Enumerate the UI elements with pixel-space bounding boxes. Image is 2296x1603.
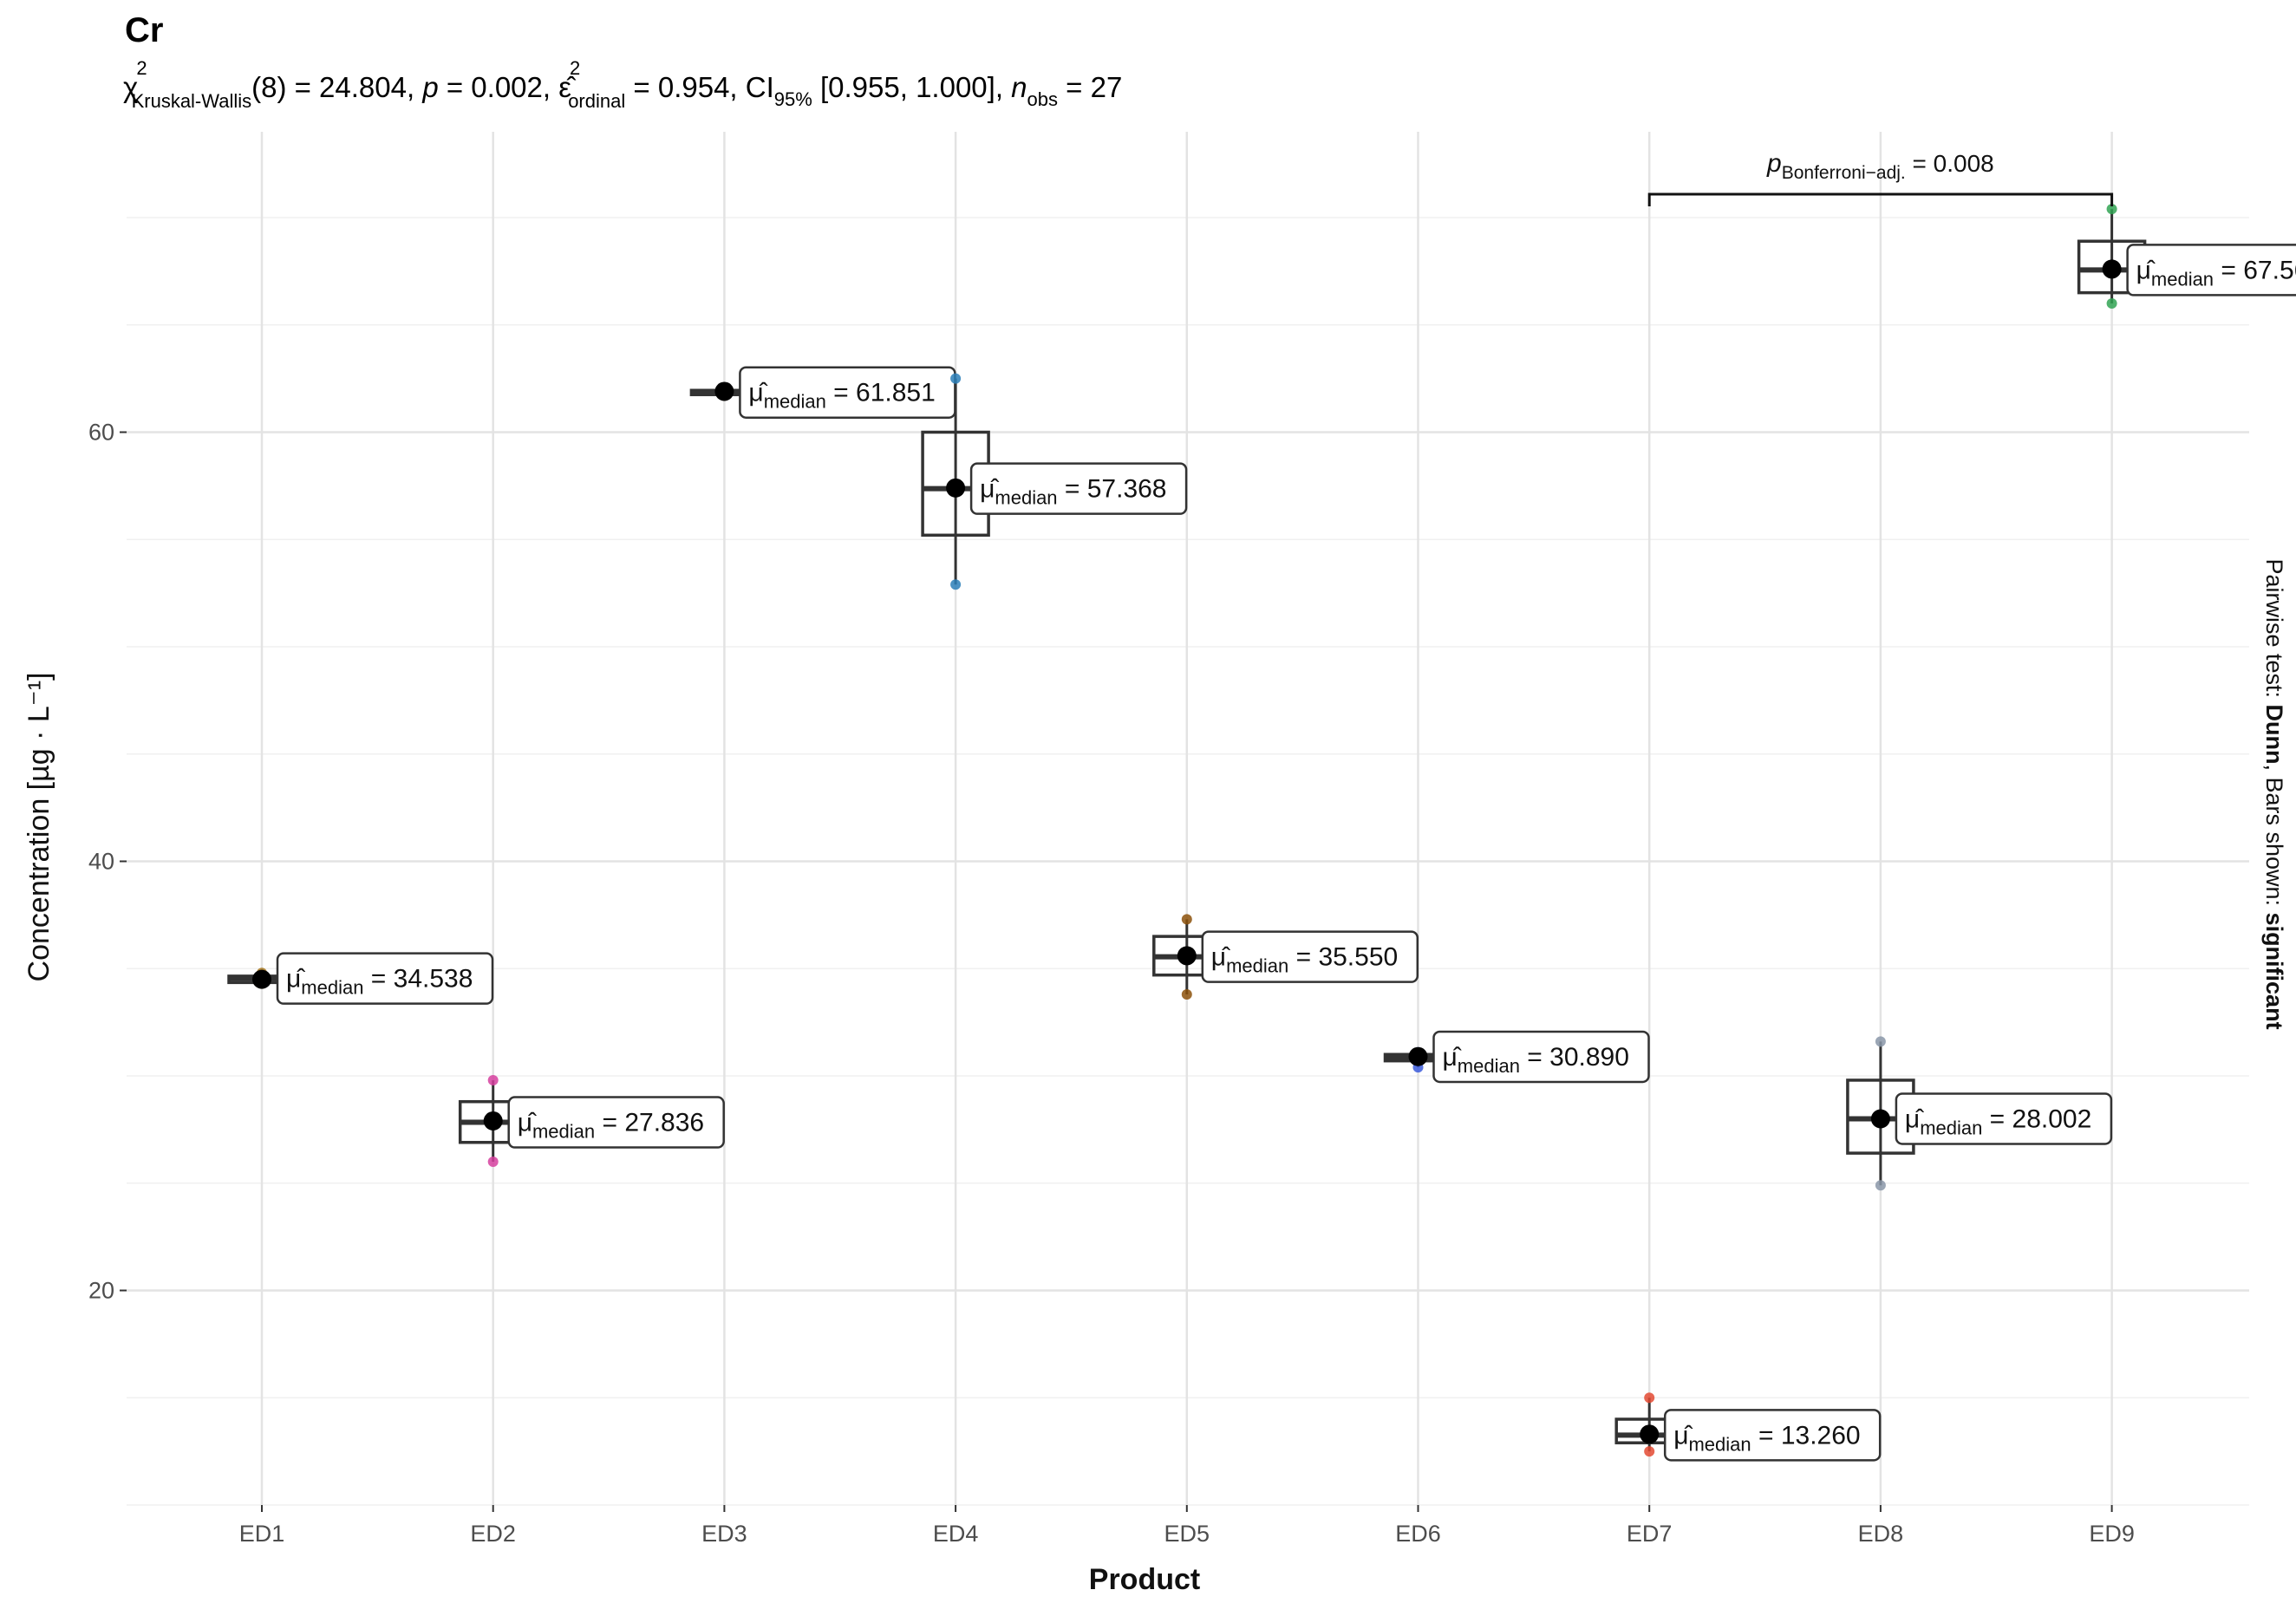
mean-point	[2102, 259, 2122, 279]
median-label-box	[2126, 244, 2296, 296]
data-point	[1875, 1180, 1886, 1191]
group-ed6: μ̂median = 30.890	[1383, 1030, 1650, 1084]
group-ed4: μ̂median = 57.368	[921, 373, 1188, 590]
x-axis-title: Product	[1089, 1563, 1200, 1596]
data-point	[1181, 914, 1192, 925]
data-point	[487, 1157, 499, 1167]
median-label: μ̂median = 67.560	[2136, 256, 2296, 290]
y-tick-label: 60	[88, 420, 114, 446]
mean-point	[1640, 1424, 1660, 1444]
group-ed8: μ̂median = 28.002	[1846, 1036, 2113, 1191]
mean-point	[1870, 1109, 1890, 1129]
median-label: μ̂median = 28.002	[1905, 1105, 2091, 1138]
median-label-box	[1895, 1092, 2113, 1145]
bracket-label: pBonferroni−adj. = 0.008	[1766, 149, 1994, 183]
x-tick-label: ED2	[470, 1521, 516, 1547]
chart-title: Cr	[125, 11, 163, 49]
mean-point	[252, 969, 271, 989]
x-tick-label: ED4	[933, 1521, 979, 1547]
median-label: μ̂median = 35.550	[1211, 943, 1398, 977]
x-tick-label: ED7	[1627, 1521, 1673, 1547]
median-label-box	[276, 952, 494, 1005]
median-label-box	[1432, 1030, 1650, 1084]
x-tick-label: ED3	[701, 1521, 747, 1547]
group-ed1: μ̂median = 34.538	[227, 952, 494, 1005]
median-label: μ̂median = 13.260	[1673, 1421, 1860, 1455]
y-tick-label: 20	[88, 1278, 114, 1304]
data-point	[2106, 204, 2117, 215]
median-label-box	[507, 1096, 725, 1149]
group-ed3: μ̂median = 61.851	[689, 366, 956, 419]
mean-point	[714, 381, 734, 401]
median-label-box	[1663, 1409, 1882, 1462]
group-ed5: μ̂median = 35.550	[1152, 914, 1419, 1000]
group-ed2: μ̂median = 27.836	[458, 1074, 725, 1167]
x-tick-label: ED1	[239, 1521, 285, 1547]
y-axis-title: Concentration [µg · L⁻¹]	[23, 673, 55, 982]
data-point	[1644, 1392, 1655, 1404]
x-tick-label: ED9	[2089, 1521, 2135, 1547]
data-point	[2106, 298, 2117, 309]
group-ed9: μ̂median = 67.560	[2077, 204, 2296, 309]
median-label: μ̂median = 27.836	[518, 1109, 704, 1143]
comparison-bracket: pBonferroni−adj. = 0.008	[1647, 149, 2114, 206]
mean-point	[1408, 1046, 1428, 1066]
mean-point	[1177, 946, 1197, 966]
median-label: μ̂median = 57.368	[980, 475, 1166, 509]
x-tick-label: ED8	[1858, 1521, 1904, 1547]
y-tick-label: 40	[88, 849, 114, 875]
data-point	[1875, 1036, 1886, 1047]
data-point	[950, 373, 962, 384]
right-caption: Pairwise test: Dunn, Bars shown: signifi…	[2261, 558, 2287, 1029]
median-label: μ̂median = 34.538	[286, 965, 473, 999]
gridlines	[127, 132, 2249, 1506]
median-label: μ̂median = 61.851	[748, 379, 935, 413]
bracket-line	[1647, 192, 2114, 206]
median-label: μ̂median = 30.890	[1443, 1043, 1629, 1077]
group-ed7: μ̂median = 13.260	[1614, 1392, 1882, 1462]
data-point	[1644, 1446, 1655, 1457]
mean-point	[946, 478, 966, 498]
median-label-box	[969, 462, 1188, 515]
x-tick-label: ED6	[1395, 1521, 1441, 1547]
median-label-box	[1201, 930, 1419, 983]
mean-point	[483, 1111, 503, 1131]
chart-subtitle: χ2 Kruskal-Wallis(8) = 24.804, p = 0.002,…	[123, 57, 1122, 112]
data-point	[950, 579, 962, 590]
data-point	[1181, 988, 1192, 1000]
x-tick-label: ED5	[1164, 1521, 1210, 1547]
data-point	[487, 1074, 499, 1085]
